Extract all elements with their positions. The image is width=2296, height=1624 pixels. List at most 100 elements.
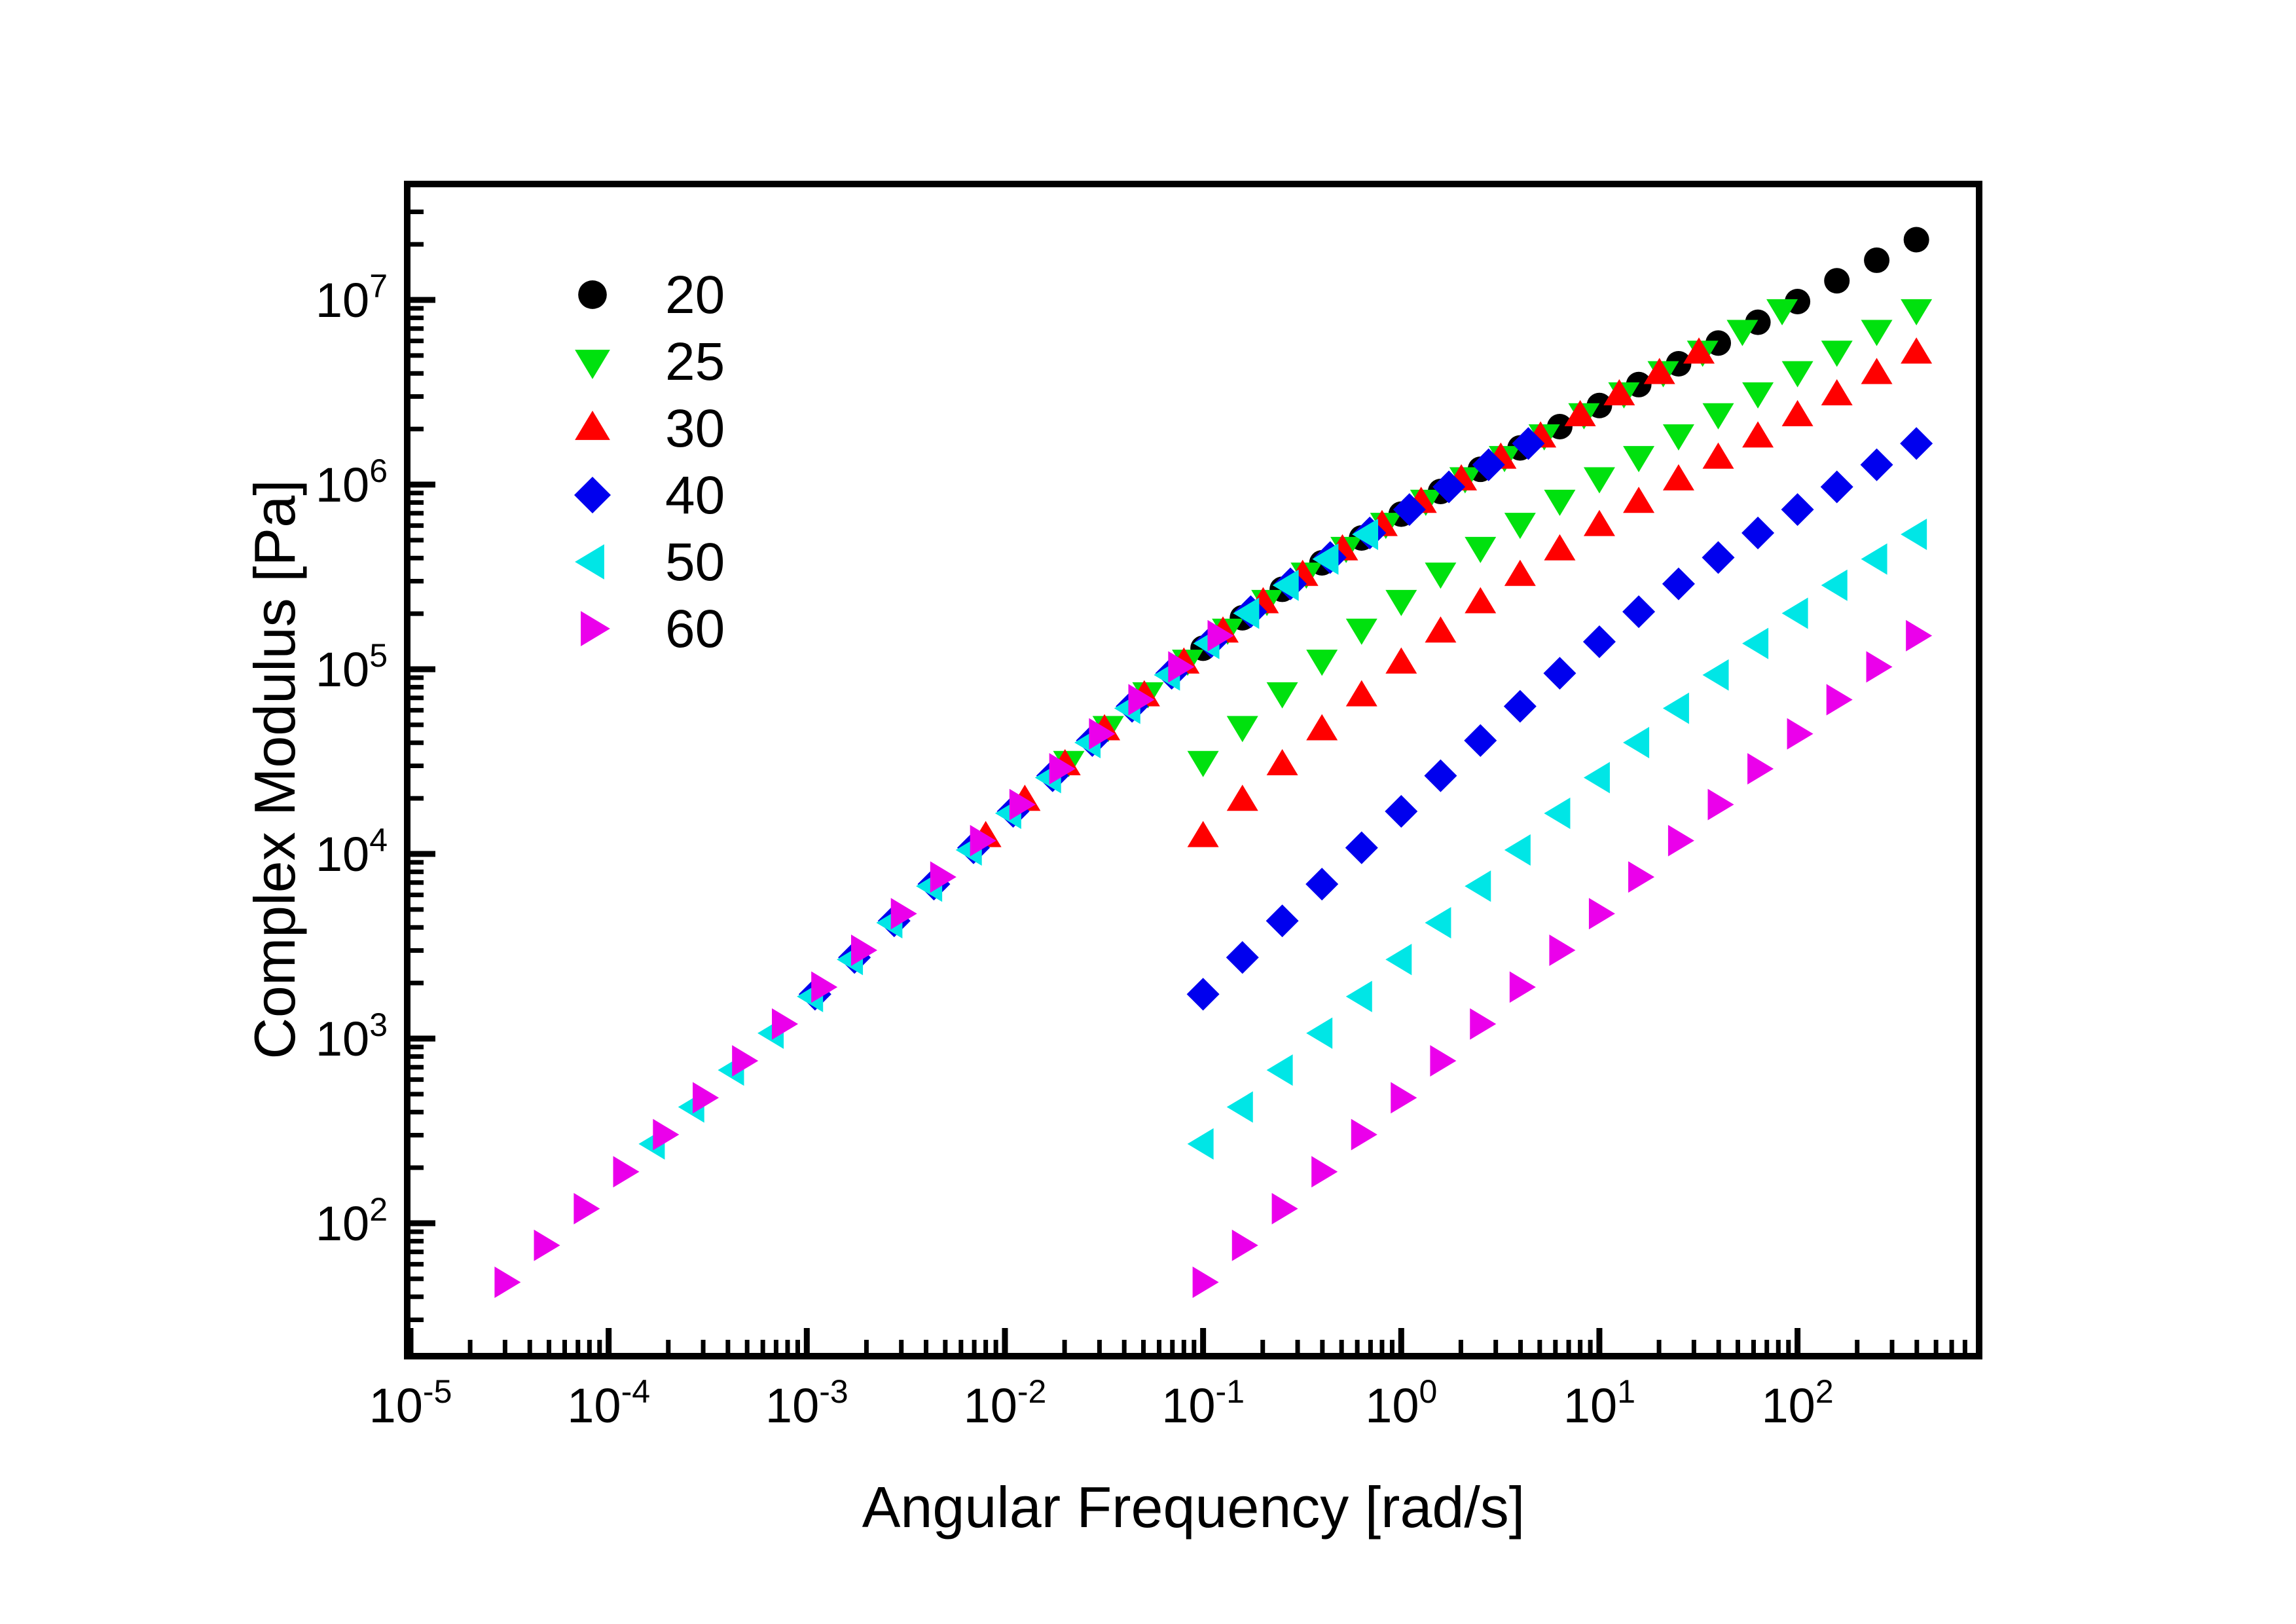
data-point	[1866, 651, 1893, 683]
data-point	[1187, 821, 1219, 847]
data-point	[1226, 716, 1258, 743]
data-point	[1186, 978, 1220, 1011]
y-tick-label: 106	[316, 452, 388, 512]
data-point	[1662, 692, 1689, 724]
data-point	[1512, 427, 1545, 460]
tick-exponent: 4	[369, 822, 388, 858]
y-tick-label: 102	[316, 1191, 388, 1251]
data-point	[1393, 493, 1426, 526]
data-point	[1820, 470, 1853, 504]
data-point	[1009, 788, 1036, 821]
data-point	[1266, 1054, 1293, 1086]
x-tick-label: 10-2	[964, 1373, 1047, 1433]
data-point	[1543, 657, 1576, 690]
data-point	[811, 971, 838, 1003]
legend-marker-triangle-right	[581, 611, 610, 646]
data-point	[1345, 980, 1372, 1012]
series-40	[798, 427, 1933, 1011]
data-point	[1352, 518, 1379, 550]
series-60	[494, 619, 1933, 1299]
data-point	[1901, 518, 1927, 550]
data-point	[1900, 427, 1933, 460]
data-point	[1465, 870, 1491, 902]
data-point	[1226, 784, 1258, 811]
tick-exponent: -2	[1017, 1373, 1046, 1410]
data-point	[1906, 619, 1933, 652]
data-point	[1628, 861, 1655, 893]
data-point	[1861, 358, 1893, 384]
data-point	[1747, 753, 1774, 785]
data-point	[1781, 493, 1814, 526]
tick-exponent: -1	[1216, 1373, 1245, 1410]
data-point	[1901, 299, 1933, 325]
tick-exponent: 7	[369, 268, 388, 304]
data-point	[1742, 627, 1769, 659]
x-tick-label: 102	[1762, 1373, 1834, 1433]
legend-label: 60	[665, 599, 725, 659]
tick-exponent: 1	[1617, 1373, 1635, 1410]
data-point	[1231, 1229, 1258, 1261]
data-point	[1385, 589, 1417, 616]
tick-exponent: 6	[369, 452, 388, 489]
data-point	[1385, 944, 1412, 976]
data-point	[1432, 470, 1466, 504]
legend-item-60: 60	[581, 599, 725, 659]
data-point	[1623, 446, 1655, 473]
plot-frame	[404, 181, 1982, 1359]
series-25	[1053, 299, 1933, 777]
data-point	[1702, 403, 1734, 430]
data-point	[1781, 361, 1813, 388]
data-point	[1583, 509, 1615, 536]
x-tick-label: 101	[1563, 1373, 1635, 1433]
data-point	[1662, 424, 1694, 451]
x-axis-title: Angular Frequency [rad/s]	[862, 1475, 1525, 1540]
data-point	[1306, 714, 1338, 741]
data-point	[1860, 448, 1893, 481]
data-point	[1306, 650, 1338, 676]
x-tick-label: 10-3	[765, 1373, 848, 1433]
data-point	[1192, 1266, 1219, 1299]
data-point	[1504, 559, 1536, 586]
data-point	[1582, 625, 1616, 658]
tick-exponent: 2	[1815, 1373, 1834, 1410]
tick-exponent: 3	[369, 1006, 388, 1043]
data-point	[653, 1118, 680, 1151]
data-point	[1623, 726, 1650, 758]
data-point	[1544, 534, 1576, 561]
data-point	[1311, 1156, 1338, 1188]
legend-item-50: 50	[575, 532, 725, 592]
data-point	[970, 824, 996, 857]
tick-exponent: -4	[621, 1373, 650, 1410]
data-point	[1702, 659, 1729, 691]
data-point	[1128, 684, 1155, 716]
data-point	[1306, 1017, 1333, 1049]
legend-item-30: 30	[575, 399, 725, 458]
axis-titles-and-legend: Angular Frequency [rad/s] Complex Modulus…	[242, 265, 1525, 1540]
data-point	[1741, 516, 1775, 549]
data-point	[1266, 682, 1298, 709]
data-point	[1766, 299, 1798, 325]
data-point	[1465, 536, 1497, 563]
legend-label: 20	[665, 265, 725, 325]
series-50	[638, 518, 1927, 1160]
data-point	[1821, 379, 1853, 406]
tick-exponent: -3	[819, 1373, 848, 1410]
data-point	[1683, 337, 1715, 364]
data-point	[1187, 750, 1219, 777]
data-point	[1583, 467, 1615, 494]
data-point	[1271, 1192, 1298, 1225]
tick-exponent: 5	[369, 637, 388, 674]
data-point	[1345, 680, 1377, 707]
data-point	[1742, 421, 1774, 448]
data-point	[1385, 795, 1418, 828]
data-point	[1391, 1082, 1417, 1114]
data-point	[1345, 618, 1377, 645]
data-point	[732, 1044, 759, 1077]
data-point	[1544, 797, 1571, 829]
data-point	[1425, 563, 1457, 589]
legend-marker-circle	[578, 280, 607, 309]
data-point	[1901, 337, 1933, 364]
legend-marker-triangle-down	[575, 350, 610, 379]
data-point	[1549, 934, 1576, 967]
data-point	[1824, 268, 1850, 294]
